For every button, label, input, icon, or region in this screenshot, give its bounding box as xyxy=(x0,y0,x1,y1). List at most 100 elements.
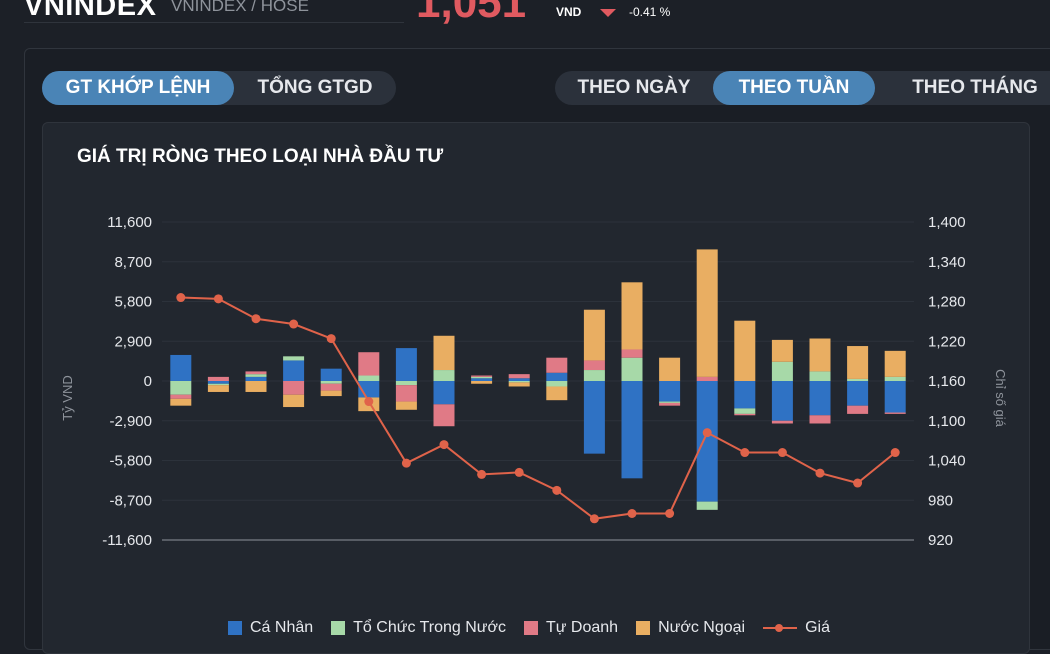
price-point xyxy=(401,458,411,468)
bar xyxy=(245,376,267,381)
price-point xyxy=(477,469,487,479)
legend-item-individual[interactable]: Cá Nhân xyxy=(228,619,313,637)
bar xyxy=(546,381,568,387)
y2-tick-label: 1,160 xyxy=(928,373,966,390)
bar xyxy=(283,394,305,408)
bar xyxy=(508,374,530,379)
price-point xyxy=(289,319,299,329)
value-type-toggle: GT KHỚP LỆNH TỔNG GTGD xyxy=(42,71,396,105)
bar xyxy=(395,381,417,386)
bar xyxy=(320,390,342,397)
price-point xyxy=(702,428,712,438)
chart-legend: Cá Nhân Tổ Chức Trong Nước Tự Doanh Nước… xyxy=(228,618,848,638)
bar xyxy=(621,282,643,350)
bar xyxy=(207,381,229,384)
bar xyxy=(395,348,417,381)
bar xyxy=(320,383,342,391)
net-value-chart: 11,600 1,400 8,700 1,340 5,800 1,280 2,900 1,22… xyxy=(60,214,1008,549)
bar xyxy=(583,381,605,454)
price-point xyxy=(853,478,863,488)
tab-weekly[interactable]: THEO TUẦN xyxy=(713,71,875,105)
bar xyxy=(433,381,455,405)
bar xyxy=(659,381,681,402)
bar xyxy=(245,381,267,392)
bar xyxy=(771,420,793,424)
bar xyxy=(207,383,229,386)
legend-swatch xyxy=(228,621,242,635)
price-point xyxy=(326,334,336,344)
tab-daily[interactable]: THEO NGÀY xyxy=(577,77,691,98)
legend-line-swatch xyxy=(763,621,798,635)
legend-item-price[interactable]: Giá xyxy=(763,619,830,637)
price-point xyxy=(777,448,787,458)
price-point xyxy=(740,448,750,458)
bar xyxy=(734,320,756,381)
bar xyxy=(659,357,681,381)
bar xyxy=(809,371,831,381)
legend-item-foreign[interactable]: Nước Ngoại xyxy=(636,619,745,637)
bar xyxy=(471,376,493,379)
bar xyxy=(283,356,305,361)
y-tick-label: 11,600 xyxy=(107,214,152,231)
bar xyxy=(433,404,455,427)
tab-monthly[interactable]: THEO THÁNG xyxy=(912,77,1038,98)
legend-swatch xyxy=(524,621,538,635)
y2-tick-label: 1,100 xyxy=(928,413,966,430)
bar xyxy=(358,352,380,376)
bar xyxy=(395,401,417,410)
bar xyxy=(809,381,831,416)
price-point xyxy=(514,467,524,477)
bar xyxy=(696,501,718,510)
bar xyxy=(884,381,906,413)
legend-label: Giá xyxy=(805,619,830,636)
bar xyxy=(546,357,568,373)
bar xyxy=(847,405,869,414)
ticker-exchange: VNINDEX / HOSE xyxy=(171,0,309,15)
legend-swatch xyxy=(636,621,651,635)
bar xyxy=(621,381,643,479)
down-arrow-icon xyxy=(600,9,616,17)
bar xyxy=(847,381,869,406)
bar xyxy=(320,368,342,381)
bar xyxy=(207,376,229,381)
bar xyxy=(659,402,681,406)
bar xyxy=(395,385,417,402)
bar xyxy=(170,398,192,406)
bar xyxy=(659,401,681,403)
legend-label: Tổ Chức Trong Nước xyxy=(353,619,506,636)
price-point xyxy=(176,293,186,303)
bar xyxy=(771,339,793,362)
bar xyxy=(471,381,493,384)
bar xyxy=(320,381,342,384)
legend-item-domestic-institution[interactable]: Tổ Chức Trong Nước xyxy=(331,619,506,637)
bar xyxy=(583,370,605,381)
header: VNINDEX VNINDEX / HOSE 1,051 VND -0.41 % xyxy=(0,0,1050,30)
bar xyxy=(546,386,568,401)
header-divider xyxy=(24,22,404,23)
price-point xyxy=(589,514,599,524)
legend-item-proprietary[interactable]: Tự Doanh xyxy=(524,619,618,637)
bar xyxy=(734,413,756,416)
bar xyxy=(508,382,530,387)
bar xyxy=(696,376,718,381)
y2-axis-label: Chỉ số giá xyxy=(993,369,1008,428)
tab-matched-value[interactable]: GT KHỚP LỆNH xyxy=(42,71,234,105)
y-tick-label: 5,800 xyxy=(114,294,152,311)
bar xyxy=(847,378,869,381)
bar xyxy=(433,335,455,371)
bar xyxy=(283,381,305,395)
bar xyxy=(621,349,643,358)
bar xyxy=(696,381,718,502)
price-point xyxy=(665,509,675,518)
price-point xyxy=(213,294,223,304)
tab-total-value[interactable]: TỔNG GTGD xyxy=(257,77,373,98)
bar xyxy=(847,346,869,379)
price-point xyxy=(251,314,261,324)
bar xyxy=(508,381,530,383)
price-point xyxy=(439,440,449,450)
y-tick-label: -8,700 xyxy=(109,492,152,509)
price-point xyxy=(627,509,637,518)
bar xyxy=(884,412,906,414)
y2-tick-label: 1,280 xyxy=(928,294,966,311)
y-tick-label: 2,900 xyxy=(114,333,152,350)
